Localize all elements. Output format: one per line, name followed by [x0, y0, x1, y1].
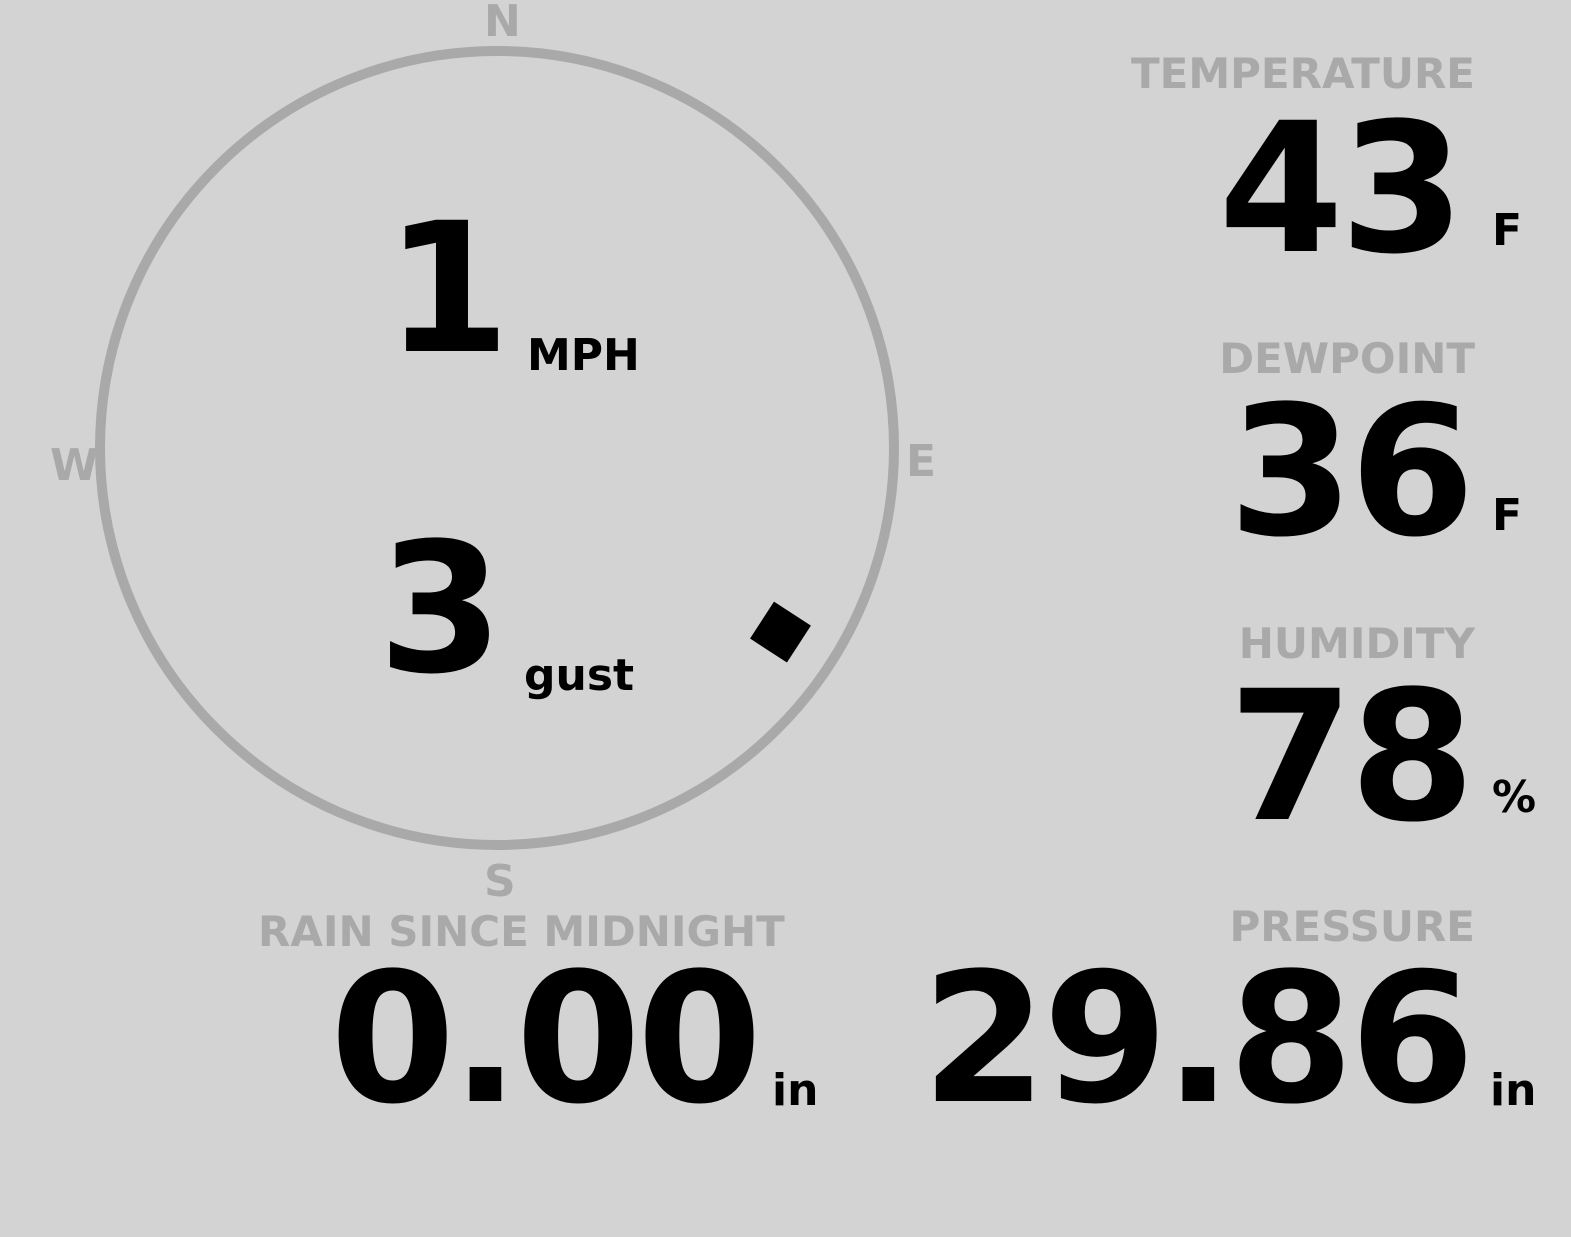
temperature-value: 43 — [1218, 85, 1465, 294]
dewpoint-unit: F — [1492, 490, 1523, 541]
compass-north-label: N — [484, 0, 521, 47]
compass-west-label: W — [50, 440, 99, 491]
humidity-unit: % — [1492, 772, 1537, 823]
compass-east-label: E — [906, 436, 937, 487]
wind-gust-value: 3 — [378, 505, 503, 714]
wind-gust-unit: gust — [524, 650, 635, 701]
dewpoint-value: 36 — [1228, 368, 1475, 577]
wind-speed-value: 1 — [385, 185, 510, 394]
wind-speed-unit: MPH — [527, 330, 640, 381]
rain-label: RAIN SINCE MIDNIGHT — [258, 907, 785, 956]
dewpoint-label: DEWPOINT — [1219, 334, 1475, 383]
humidity-value: 78 — [1228, 653, 1475, 862]
compass-ring — [95, 46, 899, 850]
pressure-value: 29.86 — [921, 935, 1475, 1144]
humidity-label: HUMIDITY — [1238, 619, 1475, 668]
temperature-label: TEMPERATURE — [1131, 49, 1475, 98]
pressure-unit: in — [1490, 1065, 1537, 1116]
temperature-unit: F — [1492, 205, 1523, 256]
pressure-label: PRESSURE — [1229, 902, 1475, 951]
rain-value: 0.00 — [330, 935, 762, 1144]
compass-south-label: S — [484, 856, 516, 907]
wind-direction-pointer — [750, 601, 811, 663]
rain-unit: in — [772, 1065, 819, 1116]
